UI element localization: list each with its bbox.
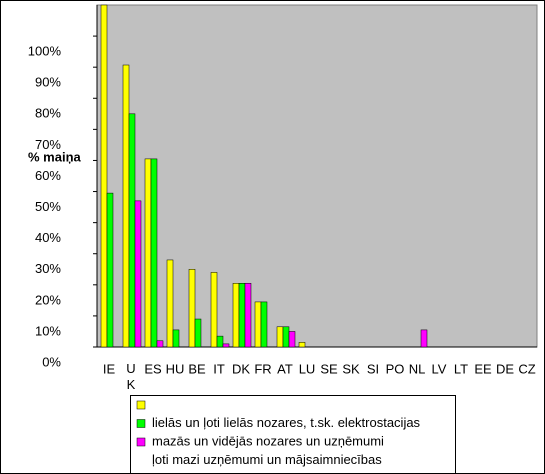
bar [188,269,196,348]
bar [222,343,230,348]
bar [260,301,268,348]
y-tick-label: 70% [35,137,61,152]
bar [288,331,296,348]
bar [150,158,158,348]
x-tick-label: HU [166,361,185,376]
legend-label: mazās un vidējās nozares un uzņēmumi [152,433,384,448]
legend-label: ļoti mazi uzņēmumi un mājsaimniecības [152,452,382,467]
x-tick-label: LU [299,361,316,376]
y-tick-label: 0% [42,354,61,369]
y-axis-label: % maiņa [28,149,82,164]
legend-marker [136,400,146,410]
y-tick-label: 80% [35,106,61,121]
x-tick-label-part: K [127,377,136,392]
x-tick-label: FR [254,361,271,376]
legend-marker [136,437,146,447]
bar [144,158,152,348]
x-tick-label: AT [277,361,293,376]
y-tick-label: 100% [28,44,62,59]
legend-marker [136,419,146,428]
x-tick-label: EE [474,361,492,376]
bar [106,192,114,348]
y-tick-label: 90% [35,75,61,90]
x-tick-label: NL [409,361,426,376]
x-tick-label: BE [188,361,206,376]
y-tick-label: 20% [35,292,61,307]
x-tick-label: DK [232,361,250,376]
bar [276,326,284,348]
legend-box [130,395,456,474]
bar [166,259,174,348]
y-tick-label: 50% [35,199,61,214]
plot-area [96,4,538,348]
bar [156,340,164,348]
bar [282,326,290,348]
x-tick-label: ES [144,361,162,376]
bar [134,200,142,348]
y-tick-label: 60% [35,168,61,183]
legend-label: lielās un ļoti lielās nozares, t.sk. ele… [152,415,421,430]
x-tick-label: PO [386,361,405,376]
x-tick-label: IE [103,361,116,376]
x-tick-label: DE [496,361,514,376]
x-tick-label: SE [320,361,338,376]
bar [420,329,428,348]
x-tick-label: IT [213,361,225,376]
y-tick-label: 40% [35,230,61,245]
bar [128,113,136,348]
y-tick-label: 30% [35,261,61,276]
bar [238,283,246,348]
bar [210,272,218,348]
bar [254,301,262,348]
bar [100,4,108,348]
bar [298,342,306,348]
bar [232,283,240,348]
bar [244,283,252,348]
bar [172,329,180,348]
x-tick-label: LT [454,361,468,376]
bar [122,64,130,348]
x-tick-label: SK [342,361,360,376]
x-tick-label: CZ [518,361,535,376]
x-tick-label-part: U [126,361,135,376]
bar [194,318,202,348]
y-tick-label: 10% [35,323,61,338]
x-tick-label: SI [367,361,379,376]
bar [216,335,224,348]
x-tick-label: LV [432,361,447,376]
